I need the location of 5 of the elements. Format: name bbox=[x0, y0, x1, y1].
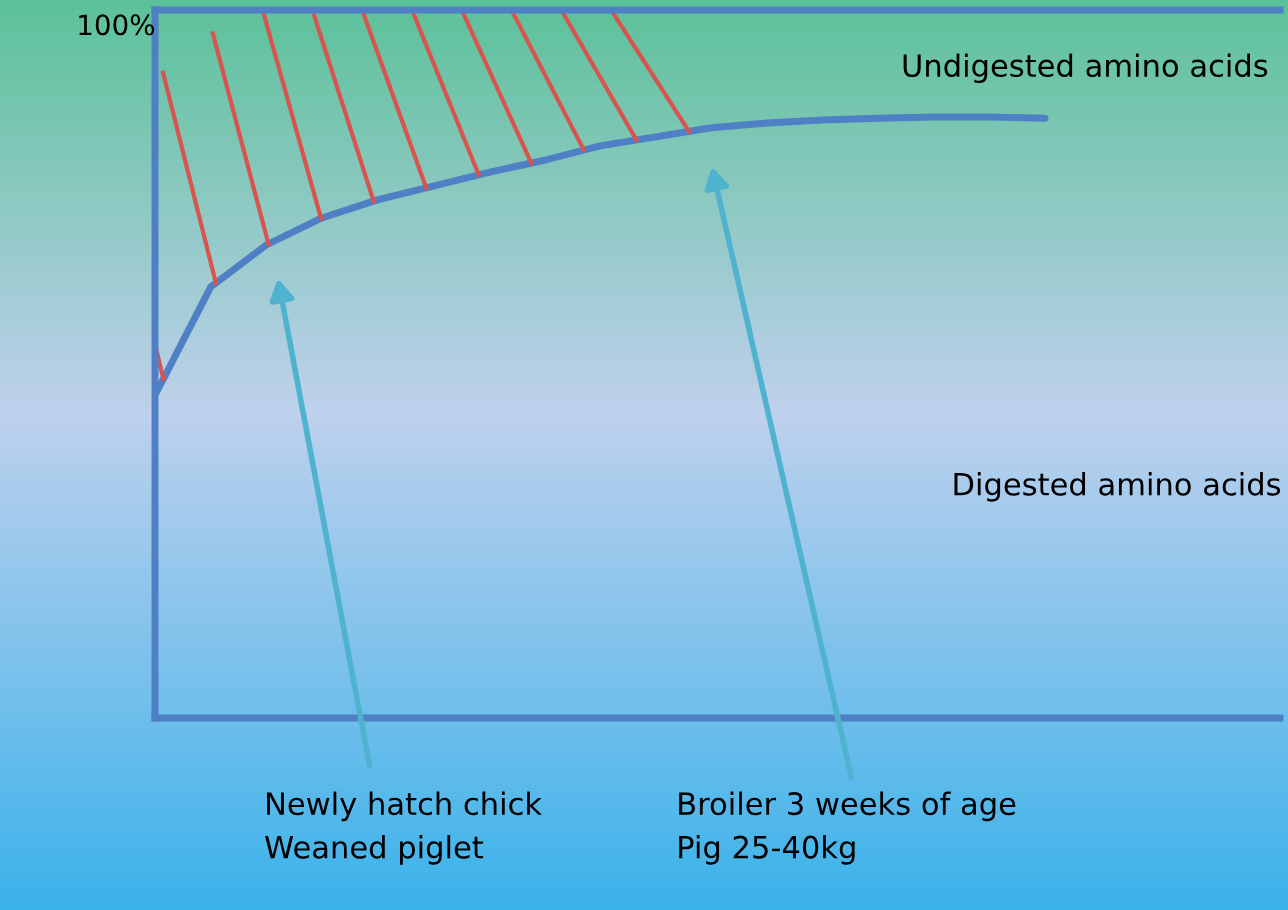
text: Newly hatch chick Weaned piglet bbox=[265, 791, 542, 865]
text: Broiler 3 weeks of age Pig 25-40kg bbox=[679, 791, 1016, 865]
annotation: Digested amino acids bbox=[954, 472, 1281, 502]
text: 100% bbox=[79, 14, 155, 36]
text: Undigested amino acids bbox=[903, 53, 1268, 84]
